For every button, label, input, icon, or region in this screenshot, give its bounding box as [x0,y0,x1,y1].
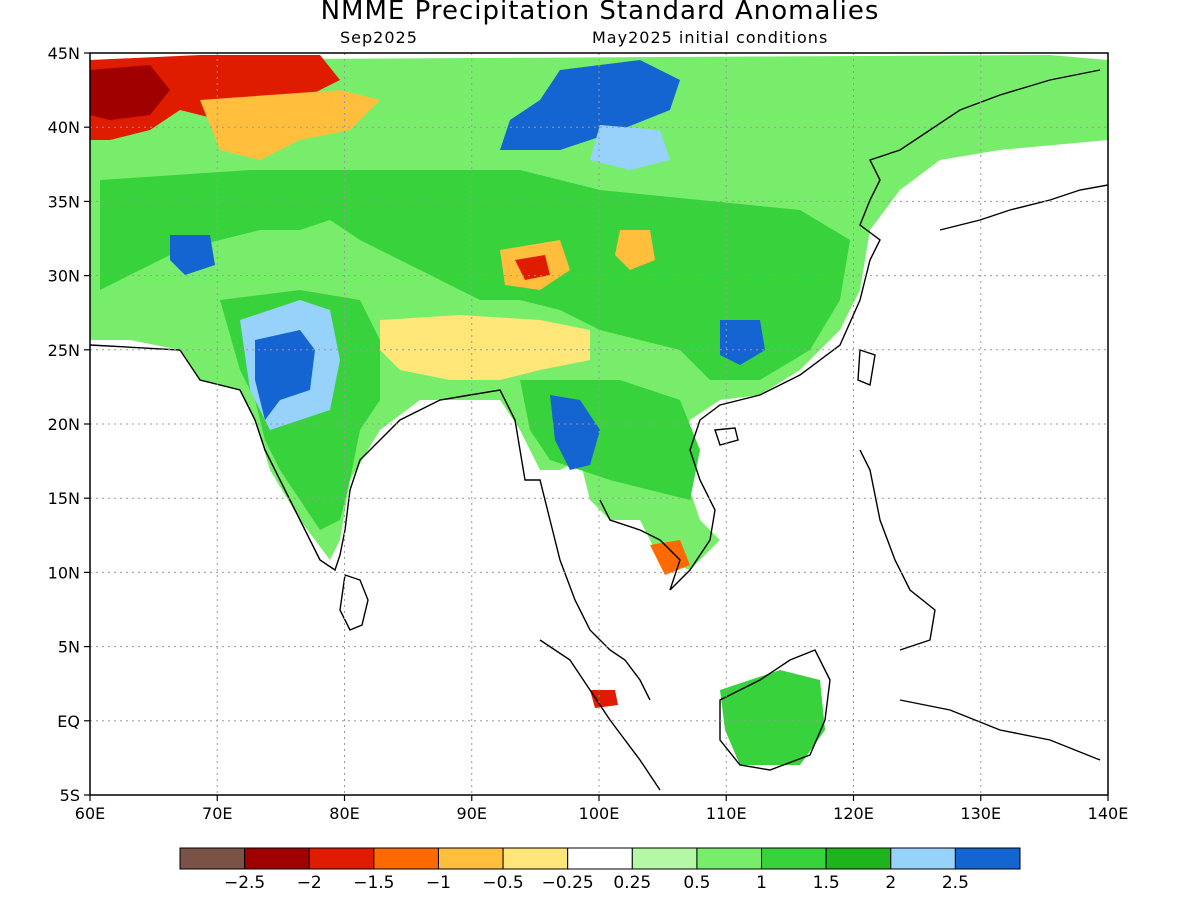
land-dark-green-central [100,170,850,380]
colorbar-swatch [437,847,504,870]
forecast-month: Sep2025 [340,28,418,47]
colorbar-swatch [631,847,698,870]
colorbar-label: −0.25 [542,873,594,893]
india-blue [255,330,315,420]
lat-tick-label: 35N [48,192,80,211]
sumatra-orange [590,690,618,708]
colorbar-label: 0.5 [683,873,710,893]
lon-tick-label: 60E [75,804,105,823]
colorbar-swatch [567,847,633,870]
colorbar-label: −2 [297,873,322,893]
lat-tick-label: 15N [48,489,80,508]
colorbar-label: −1 [426,873,451,893]
sichuan-orange [615,230,655,270]
south-china-blue [720,320,765,365]
colorbar-label: −1.5 [353,873,394,893]
plot-frame [89,52,1109,796]
colorbar-label: 0.25 [613,873,651,893]
lat-tick-label: 5N [58,638,80,657]
colorbar-swatch [890,847,956,870]
indochina-blue [550,395,600,470]
mongolia-light-blue [590,125,670,170]
latitude-labels: 45N 40N 35N 30N 25N 20N 15N 10N 5N EQ 5S [48,44,80,805]
colorbar-swatch [761,847,827,870]
colorbar-swatch [179,847,246,870]
colorbar-label: −2.5 [224,873,265,893]
colorbar-swatch [373,847,439,870]
lat-tick-label: 25N [48,341,80,360]
lon-tick-label: 120E [833,804,874,823]
coastlines [90,69,1108,791]
mongolia-blue [500,60,680,150]
lon-tick-label: 140E [1088,804,1129,823]
colorbar-swatch [502,847,569,870]
lat-tick-label: 20N [48,415,80,434]
colorbar [179,847,1021,870]
lon-tick-label: 70E [202,804,232,823]
himalaya-orange [380,315,590,380]
central-asia-dry-core [90,65,170,120]
colorbar-label: 1.5 [813,873,840,893]
lon-tick-label: 80E [329,804,359,823]
central-asia-orange [200,90,380,160]
borneo-green [720,670,825,765]
lat-tick-label: 30N [48,267,80,286]
tibet-dry-core [515,255,550,280]
cambodia-orange [650,540,690,575]
lat-tick-label: 5S [60,786,80,805]
lat-tick-label: EQ [57,712,80,731]
colorbar-swatch [244,847,310,870]
lat-lon-grid [84,52,1109,801]
colorbar-swatch [954,847,1021,870]
lon-tick-label: 110E [706,804,747,823]
tibet-blue [170,235,215,275]
lon-tick-label: 100E [579,804,620,823]
map-title: NMME Precipitation Standard Anomalies [320,0,880,26]
lat-tick-label: 40N [48,118,80,137]
colorbar-label: 2.5 [942,873,969,893]
colorbar-swatch [308,847,375,870]
colorbar-label: 2 [885,873,896,893]
colorbar-label: −0.5 [482,873,523,893]
lon-tick-label: 130E [960,804,1001,823]
colorbar-labels: −2.5 −2 −1.5 −1 −0.5 −0.25 0.25 0.5 1 1.5 2 2.5 [224,873,969,893]
colorbar-swatch [696,847,763,870]
initial-conditions: May2025 initial conditions [592,28,829,47]
lon-tick-label: 90E [457,804,487,823]
lat-tick-label: 45N [48,44,80,63]
colorbar-label: 1 [756,873,767,893]
lat-tick-label: 10N [48,563,80,582]
longitude-labels: 60E 70E 80E 90E 100E 110E 120E 130E 140E [75,804,1129,823]
colorbar-swatch [825,847,892,870]
